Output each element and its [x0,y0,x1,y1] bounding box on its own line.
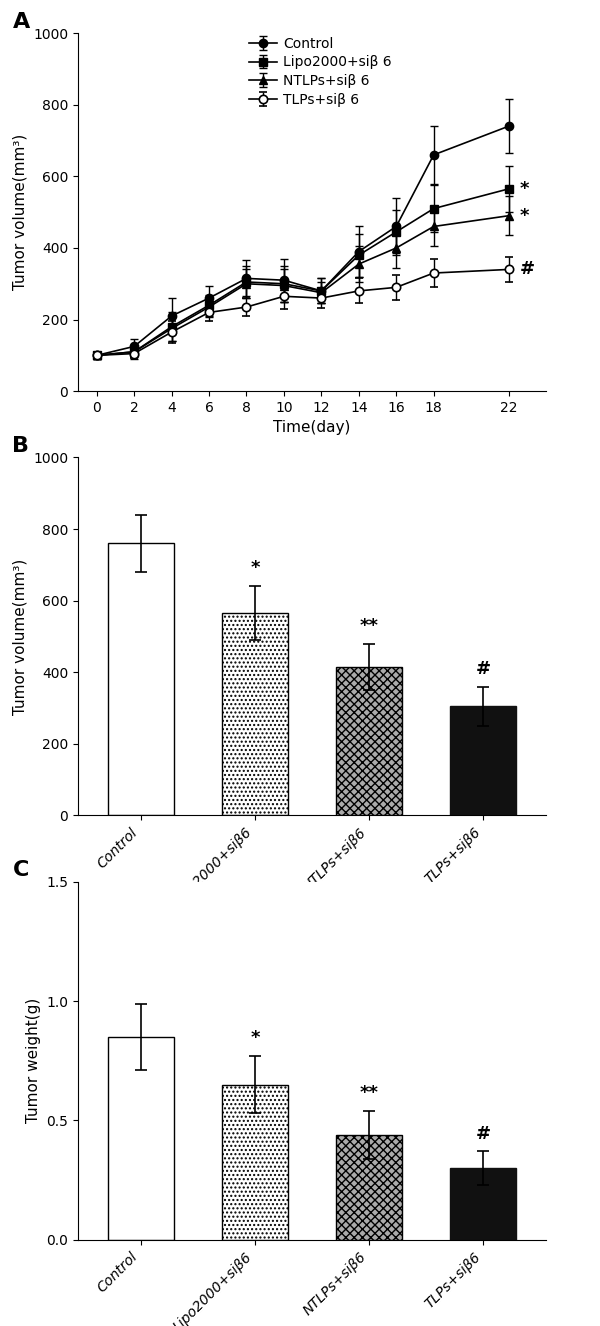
Bar [336,1135,402,1240]
Bar [450,1168,517,1240]
Y-axis label: Tumor weight(g): Tumor weight(g) [26,998,41,1123]
Text: #: # [520,260,535,278]
Text: A: A [13,12,30,32]
Text: #: # [476,659,491,678]
Text: *: * [520,207,529,224]
Text: #: # [476,1124,491,1143]
Bar [222,1085,288,1240]
Bar [107,544,174,815]
Text: **: ** [359,1083,379,1102]
Bar [107,1037,174,1240]
Text: C: C [13,861,29,880]
Y-axis label: Tumor volume(mm³): Tumor volume(mm³) [13,558,28,715]
Legend: Control, Lipo2000+siβ 6, NTLPs+siβ 6, TLPs+siβ 6: Control, Lipo2000+siβ 6, NTLPs+siβ 6, TL… [249,37,392,107]
X-axis label: Time(day): Time(day) [274,420,350,435]
Bar [336,667,402,815]
Text: *: * [520,180,529,198]
Text: B: B [13,436,29,456]
Bar [222,613,288,815]
Text: *: * [250,560,260,577]
Bar [450,707,517,815]
Text: **: ** [359,617,379,635]
Y-axis label: Tumor volume(mm³): Tumor volume(mm³) [13,134,28,290]
Text: *: * [250,1029,260,1048]
